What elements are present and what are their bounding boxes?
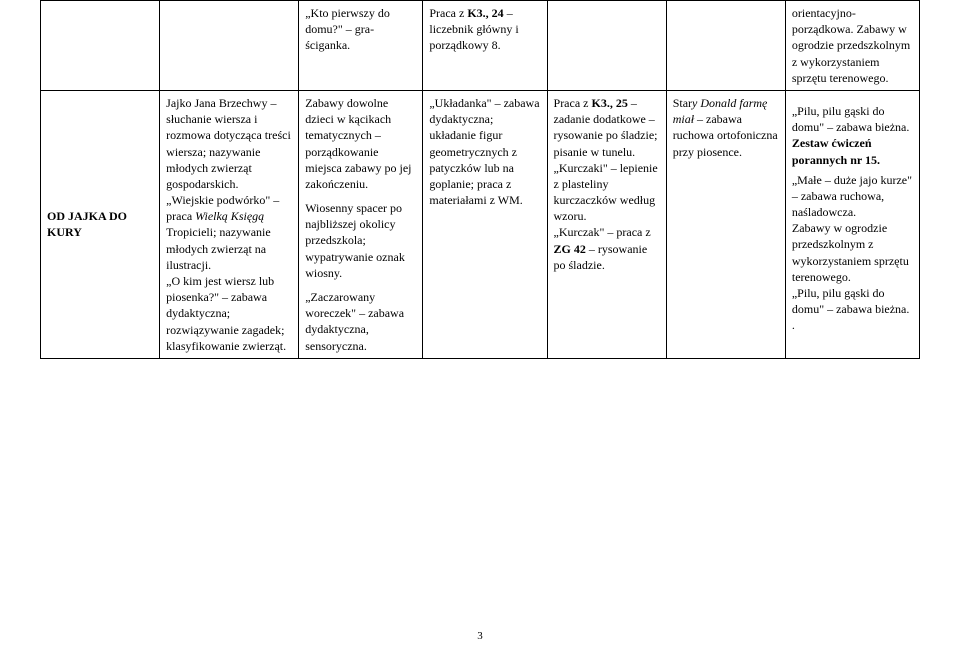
cell: Jajko Jana Brzechwy – słuchanie wiersza … (160, 90, 299, 358)
text-bold: ZG 42 (554, 242, 586, 256)
paragraph: „Małe – duże jajo kurze" – zabawa ruchow… (792, 172, 913, 221)
cell (547, 1, 666, 91)
text: Tropicieli; nazywanie młodych zwierząt n… (166, 225, 271, 271)
cell: Praca z K3., 24 – liczebnik główny i por… (423, 1, 547, 91)
paragraph: „Wiejskie podwórko" – praca Wielką Księg… (166, 192, 292, 273)
spacer (305, 192, 416, 200)
text: Praca z (429, 6, 467, 20)
paragraph: Wiosenny spacer po najbliższej okolicy p… (305, 200, 416, 281)
paragraph: . (792, 317, 913, 333)
paragraph: Praca z K3., 25 – zadanie dodatkowe – ry… (554, 95, 660, 160)
page: „Kto pierwszy do domu?" – gra- ściganka.… (0, 0, 960, 648)
paragraph: „Układanka" – zabawa dydaktyczna; układa… (429, 95, 540, 208)
text-bold: K3., 24 (467, 6, 503, 20)
cell-topic: OD JAJKA DO KURY (41, 90, 160, 358)
page-number: 3 (477, 630, 483, 642)
paragraph: Stary Donald farmę miał – zabawa ruchowa… (673, 95, 779, 160)
paragraph: „Kurczak" – praca z ZG 42 – rysowanie po… (554, 224, 660, 273)
topic-heading: OD JAJKA DO KURY (47, 209, 127, 239)
cell: orientacyjno- porządkowa. Zabawy w ogrod… (785, 1, 919, 91)
cell: Zabawy dowolne dzieci w kącikach tematyc… (299, 90, 423, 358)
cell: „Kto pierwszy do domu?" – gra- ściganka. (299, 1, 423, 91)
paragraph: Zabawy dowolne dzieci w kącikach tematyc… (305, 95, 416, 192)
table-row: OD JAJKA DO KURY Jajko Jana Brzechwy – s… (41, 90, 920, 358)
cell (666, 1, 785, 91)
cell-topic (41, 1, 160, 91)
paragraph-bold: Zestaw ćwiczeń porannych nr 15. (792, 135, 913, 167)
paragraph: „Pilu, pilu gąski do domu" – zabawa bież… (792, 285, 913, 317)
paragraph: Jajko Jana Brzechwy – słuchanie wiersza … (166, 95, 292, 192)
text-italic: Wielką Księgą (195, 209, 264, 223)
cell: „Pilu, pilu gąski do domu" – zabawa bież… (785, 90, 919, 358)
paragraph: Zabawy w ogrodzie przedszkolnym z wykorz… (792, 220, 913, 285)
text: „Kto pierwszy do domu?" – gra- ściganka. (305, 6, 390, 52)
spacer (305, 281, 416, 289)
paragraph: „Pilu, pilu gąski do domu" – zabawa bież… (792, 103, 913, 135)
cell: Stary Donald farmę miał – zabawa ruchowa… (666, 90, 785, 358)
text: Praca z (554, 96, 592, 110)
cell (160, 1, 299, 91)
cell: „Układanka" – zabawa dydaktyczna; układa… (423, 90, 547, 358)
spacer (792, 95, 913, 103)
text: orientacyjno- porządkowa. Zabawy w ogrod… (792, 6, 910, 85)
paragraph: „O kim jest wiersz lub piosenka?" – zaba… (166, 273, 292, 354)
cell: Praca z K3., 25 – zadanie dodatkowe – ry… (547, 90, 666, 358)
paragraph: „Zaczarowany woreczek" – zabawa dydaktyc… (305, 289, 416, 354)
paragraph: „Kurczaki" – lepienie z plasteliny kurcz… (554, 160, 660, 225)
curriculum-table: „Kto pierwszy do domu?" – gra- ściganka.… (40, 0, 920, 359)
text: Star (673, 96, 692, 110)
text-bold: K3., 25 (592, 96, 628, 110)
table-row: „Kto pierwszy do domu?" – gra- ściganka.… (41, 1, 920, 91)
text: „Kurczak" – praca z (554, 225, 651, 239)
